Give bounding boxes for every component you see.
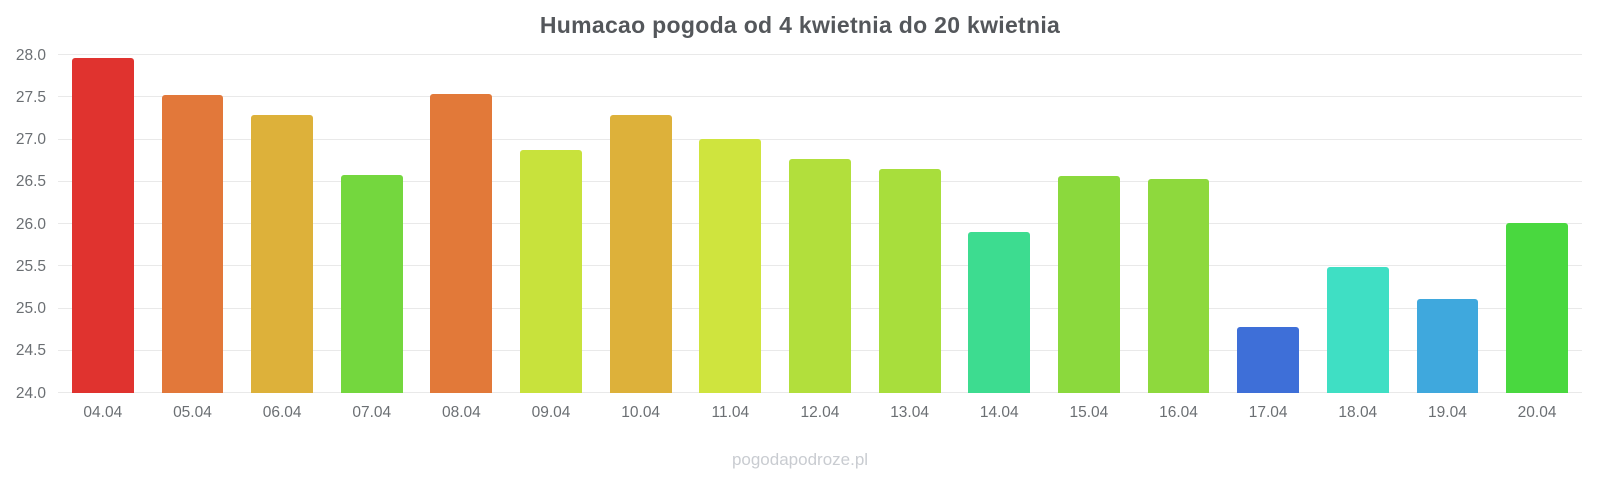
x-tick-label: 17.04: [1248, 404, 1288, 421]
y-axis: 24.0 24.5 25.0 25.5 26.0 26.5 27.0 27.5 28.0: [0, 47, 52, 400]
bar-05.04[interactable]: [161, 94, 224, 393]
bar-slot: [865, 55, 955, 393]
x-tick-label: 18.04: [1338, 404, 1378, 421]
bar-slot: [58, 55, 148, 393]
bar-08.04[interactable]: [430, 93, 493, 393]
bar-14.04[interactable]: [968, 231, 1031, 393]
bar-slot: [596, 55, 686, 393]
bar-slot: [954, 55, 1044, 393]
bar-slot: [327, 55, 417, 393]
y-tick-label: 26.0: [15, 215, 46, 233]
bar-18.04[interactable]: [1326, 267, 1389, 393]
x-tick-label: 04.04: [83, 404, 123, 421]
bar-07.04[interactable]: [340, 175, 403, 393]
x-tick-label: 08.04: [441, 404, 481, 421]
bar-11.04[interactable]: [699, 138, 762, 393]
bar-slot: [1044, 55, 1134, 393]
bar-slot: [148, 55, 238, 393]
bars-row: [58, 55, 1582, 393]
x-tick-label: 14.04: [979, 404, 1019, 421]
bar-16.04[interactable]: [1147, 179, 1210, 393]
bar-slot: [1403, 55, 1493, 393]
bar-13.04[interactable]: [878, 169, 941, 393]
bar-20.04[interactable]: [1506, 223, 1568, 393]
bar-slot: [417, 55, 507, 393]
gridline: [58, 54, 1582, 55]
y-tick-label: 25.0: [15, 299, 46, 317]
y-tick-label: 27.5: [15, 88, 46, 106]
watermark: pogodapodroze.pl: [731, 450, 869, 469]
bar-slot: [1134, 55, 1224, 393]
y-tick-label: 24.0: [15, 384, 46, 402]
bar-slot: [775, 55, 865, 393]
bar-slot: [685, 55, 775, 393]
x-tick-label: 12.04: [800, 404, 840, 421]
x-tick-label: 05.04: [173, 404, 212, 421]
x-tick-label: 07.04: [352, 404, 392, 421]
bar-06.04[interactable]: [251, 115, 314, 393]
x-tick-label: 10.04: [621, 404, 661, 421]
x-tick-label: 16.04: [1159, 404, 1198, 421]
x-tick-label: 15.04: [1069, 404, 1109, 421]
x-tick-label: 19.04: [1428, 404, 1467, 421]
bar-04.04[interactable]: [71, 57, 134, 393]
x-tick-label: 11.04: [711, 404, 750, 421]
bar-slot: [1223, 55, 1313, 393]
y-tick-label: 26.5: [15, 173, 46, 190]
y-tick-label: 25.5: [15, 257, 46, 275]
bar-slot: [506, 55, 596, 393]
y-tick-label: 28.0: [15, 46, 46, 64]
gridline: [58, 138, 1582, 140]
bar-slot: [237, 55, 327, 393]
bar-10.04[interactable]: [609, 115, 672, 393]
gridline: [58, 96, 1582, 98]
x-tick-label: 06.04: [262, 404, 302, 421]
bar-19.04[interactable]: [1416, 299, 1479, 393]
x-tick-label: 20.04: [1517, 404, 1557, 421]
bar-slot: [1313, 55, 1403, 393]
bar-12.04[interactable]: [789, 158, 851, 393]
bar-17.04[interactable]: [1237, 327, 1300, 393]
plot-area: [58, 54, 1582, 393]
y-tick-label: 27.0: [15, 130, 46, 148]
x-tick-label: 13.04: [890, 404, 929, 421]
x-tick-label: 09.04: [531, 404, 571, 421]
bar-09.04[interactable]: [520, 149, 582, 393]
bar-15.04[interactable]: [1057, 175, 1120, 393]
chart-title: Humacao pogoda od 4 kwietnia do 20 kwiet…: [539, 12, 1061, 38]
bar-slot: [1492, 55, 1582, 393]
x-axis: 04.04 05.04 06.04 07.04 08.04 09.04 10.04 11.04…: [58, 402, 1582, 424]
y-tick-label: 24.5: [15, 342, 46, 359]
